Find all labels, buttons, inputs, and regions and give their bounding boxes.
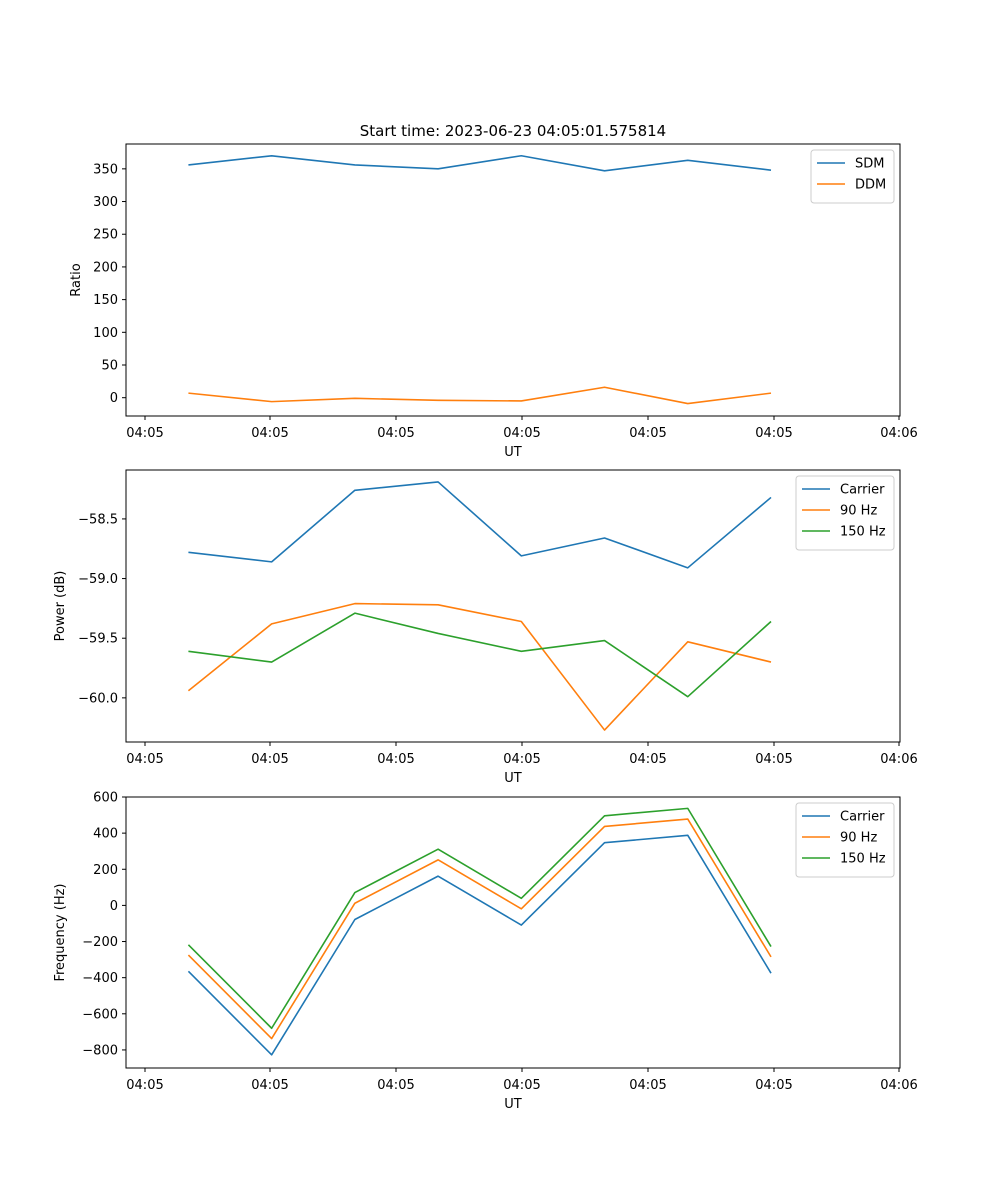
y-tick-label: 300	[93, 195, 118, 210]
series-line-90-hz	[187, 818, 772, 1040]
x-axis-label: UT	[504, 771, 522, 786]
y-tick-label: 0	[110, 899, 118, 914]
y-tick-label: 100	[93, 326, 118, 341]
x-tick-label: 04:05	[126, 752, 163, 767]
y-tick-label: 200	[93, 260, 118, 275]
y-tick-label: −600	[82, 1007, 118, 1022]
legend-label: DDM	[855, 178, 886, 193]
series-line-150-hz	[187, 807, 772, 1030]
axes-frame	[125, 796, 901, 1069]
x-tick-label: 04:05	[503, 752, 540, 767]
y-tick-label: 50	[101, 359, 118, 374]
series-line-150-hz	[188, 612, 772, 698]
x-tick-label: 04:05	[755, 1078, 792, 1093]
x-tick-label: 04:06	[880, 752, 917, 767]
x-tick-label: 04:05	[503, 1078, 540, 1093]
legend: SDM DDM	[810, 149, 895, 204]
series-line-sdm	[188, 154, 772, 172]
x-tick-label: 04:05	[251, 426, 288, 441]
y-tick-label: −59.0	[78, 572, 118, 587]
axes-frame	[125, 143, 901, 417]
x-tick-label: 04:05	[629, 1078, 666, 1093]
x-tick-label: 04:06	[880, 1078, 917, 1093]
y-axis-label: Frequency (Hz)	[53, 883, 68, 981]
legend-label: 150 Hz	[840, 525, 886, 540]
legend: Carrier 90 Hz 150 Hz	[795, 475, 895, 551]
x-tick-label: 04:05	[126, 1078, 163, 1093]
y-tick-label: −60.0	[78, 691, 118, 706]
x-tick-label: 04:05	[629, 752, 666, 767]
x-tick-label: 04:06	[880, 426, 917, 441]
x-tick-label: 04:05	[755, 426, 792, 441]
y-axis-label: Power (dB)	[53, 571, 68, 642]
legend-label: Carrier	[840, 483, 885, 498]
x-tick-label: 04:05	[251, 752, 288, 767]
legend-label: SDM	[855, 157, 884, 172]
y-tick-label: 350	[93, 162, 118, 177]
y-tick-label: −59.5	[78, 632, 118, 647]
legend-label: Carrier	[840, 810, 885, 825]
y-tick-label: 150	[93, 293, 118, 308]
subplot-1: 04:05 04:05 04:05 04:05 04:05 04:05 04:06 0 50 10…	[69, 143, 918, 460]
x-tick-label: 04:05	[251, 1078, 288, 1093]
series-line-ddm	[188, 386, 772, 405]
x-axis-label: UT	[504, 1097, 522, 1112]
y-tick-label: −800	[82, 1043, 118, 1058]
y-tick-label: −200	[82, 935, 118, 950]
y-tick-label: 200	[93, 863, 118, 878]
subplots: 04:05 04:05 04:05 04:05 04:05 04:05 04:06 0 50 10…	[53, 143, 918, 1113]
y-tick-label: 400	[93, 827, 118, 842]
x-tick-label: 04:05	[377, 426, 414, 441]
x-tick-label: 04:05	[755, 752, 792, 767]
x-tick-label: 04:05	[377, 752, 414, 767]
x-tick-label: 04:05	[377, 1078, 414, 1093]
x-tick-label: 04:05	[629, 426, 666, 441]
series-line-90-hz	[187, 602, 772, 731]
subplot-2: 04:05 04:05 04:05 04:05 04:05 04:05 04:06 −60.0…	[53, 469, 918, 786]
series-line-carrier	[187, 834, 772, 1056]
y-tick-label: 250	[93, 228, 118, 243]
legend-label: 90 Hz	[840, 504, 877, 519]
axes-frame	[125, 469, 901, 743]
x-axis-label: UT	[504, 445, 522, 460]
y-tick-label: 600	[93, 791, 118, 806]
y-tick-label: −58.5	[78, 512, 118, 527]
legend: Carrier 90 Hz 150 Hz	[795, 802, 895, 878]
legend-label: 150 Hz	[840, 852, 886, 867]
series-line-carrier	[188, 481, 772, 569]
y-tick-label: −400	[82, 971, 118, 986]
y-axis-label: Ratio	[69, 263, 84, 296]
subplot-3: 04:05 04:05 04:05 04:05 04:05 04:05 04:06 −800 −…	[53, 791, 918, 1113]
y-tick-label: 0	[110, 391, 118, 406]
legend-label: 90 Hz	[840, 831, 877, 846]
x-tick-label: 04:05	[503, 426, 540, 441]
figure-title: Start time: 2023-06-23 04:05:01.575814	[360, 122, 666, 140]
x-tick-label: 04:05	[126, 426, 163, 441]
